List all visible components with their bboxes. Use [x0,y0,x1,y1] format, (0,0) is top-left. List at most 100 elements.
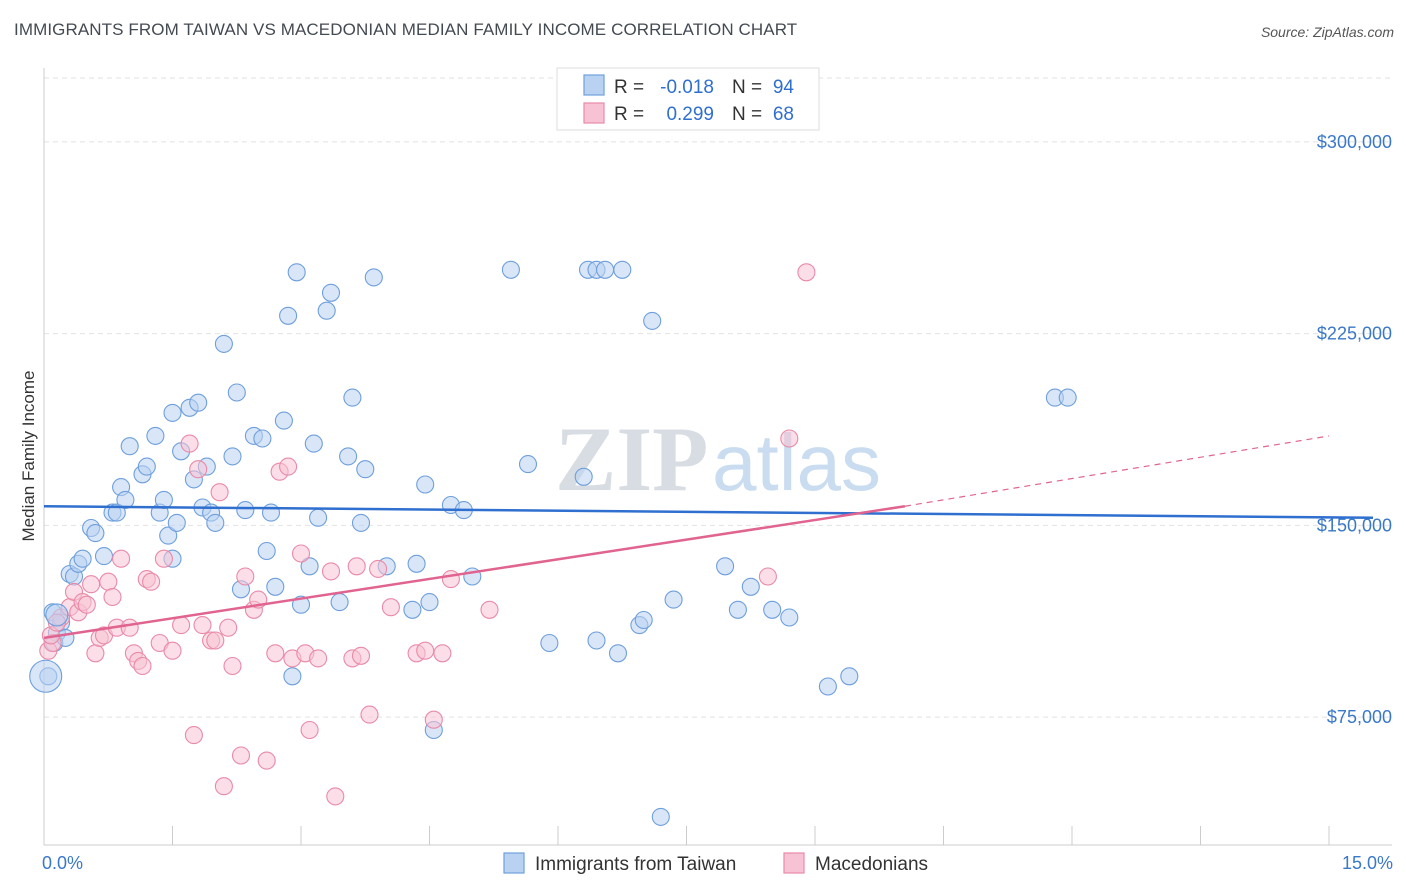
point-macedonian [416,641,435,660]
point-taiwan [189,393,208,412]
point-taiwan [300,557,319,576]
point-macedonian [223,656,242,676]
point-taiwan [818,677,837,696]
point-macedonian [441,570,460,589]
chart-title: IMMIGRANTS FROM TAIWAN VS MACEDONIAN MED… [14,20,798,39]
point-taiwan [651,807,670,826]
point-taiwan-large [45,603,69,627]
point-taiwan [321,283,341,302]
point-taiwan [309,508,328,527]
point-macedonian [206,631,225,650]
point-taiwan [613,260,632,279]
point-taiwan [763,600,782,619]
point-macedonian [184,726,203,745]
point-macedonian [321,562,341,581]
point-macedonian [103,587,122,607]
point-macedonian [180,434,199,453]
legend-n-value: 68 [773,104,794,125]
point-macedonian [326,787,345,806]
point-taiwan [574,467,593,486]
legend-r-value: -0.018 [660,77,714,98]
point-taiwan [501,260,520,279]
point-taiwan [596,260,615,279]
point-taiwan [608,644,628,663]
legend-swatch-blue [583,74,605,96]
point-taiwan [120,437,139,456]
point-taiwan [304,434,323,453]
point-taiwan [840,667,859,686]
legend-n-label: N = [732,104,762,125]
point-taiwan [407,554,426,573]
point-macedonian [360,705,379,724]
point-macedonian [214,777,233,796]
point-taiwan [716,557,735,576]
point-macedonian [112,549,131,568]
y-tick-label: $300,000 [1317,132,1392,152]
legend-n-value: 94 [773,77,795,98]
point-taiwan [116,490,135,509]
point-taiwan [741,577,760,596]
point-macedonian [163,641,182,660]
x-axis-ticks [43,826,1330,845]
point-macedonian [193,616,212,635]
point-macedonian [86,644,105,663]
gridlines [44,77,1392,718]
stats-legend: R = -0.018 N = 94 R = 0.299 N = 68 [556,67,820,131]
point-taiwan [266,577,285,596]
trend-lines [43,435,1374,640]
legend-r-label: R = [614,77,644,98]
point-macedonian [172,616,191,635]
point-taiwan [206,513,225,532]
point-macedonian [210,483,229,502]
watermark-zip: ZIP [555,408,708,510]
point-macedonian [219,618,238,637]
point-taiwan [257,541,276,561]
point-taiwan [518,455,538,474]
point-macedonian [189,460,208,479]
watermark: ZIP atlas [555,408,881,510]
point-taiwan [223,447,242,466]
point-taiwan [330,593,349,612]
point-macedonian [381,598,400,617]
point-taiwan [137,457,156,476]
point-macedonian [424,710,443,729]
point-taiwan [664,590,683,609]
point-macedonian [99,572,118,591]
series-legend: Immigrants from Taiwan Macedonians [503,852,928,875]
legend-n-label: N = [732,77,762,98]
trend-line-macedonian [43,505,906,640]
point-taiwan [403,600,422,619]
point-taiwan [214,334,233,353]
trend-line-macedonian-extension [904,435,1330,507]
point-macedonian [82,575,101,594]
point-taiwan [356,460,375,479]
y-tick-label: $225,000 [1317,324,1392,344]
y-tick-label: $150,000 [1317,515,1392,535]
point-taiwan [540,633,559,653]
point-taiwan [146,426,165,445]
point-macedonian [142,572,161,591]
point-macedonian [120,618,139,637]
point-macedonian [433,644,452,663]
point-taiwan [339,447,358,466]
legend-label-taiwan: Immigrants from Taiwan [535,854,736,875]
point-taiwan-large [29,659,63,693]
legend-swatch-pink [583,102,605,124]
point-taiwan [107,503,126,522]
point-macedonian [351,646,371,665]
point-macedonian [231,746,251,765]
point-taiwan [167,513,186,532]
point-macedonian [480,600,499,619]
point-taiwan [287,263,306,282]
point-taiwan [420,593,439,612]
point-taiwan [236,501,255,520]
point-macedonian [309,649,328,668]
point-taiwan [253,429,272,448]
point-taiwan [780,608,799,627]
point-macedonian [236,567,255,586]
y-tick-labels: $75,000 $150,000 $225,000 $300,000 [1317,132,1392,727]
legend-swatch-macedonians [783,852,805,874]
legend-r-value: 0.299 [666,104,714,125]
point-taiwan [154,490,173,509]
x-tick-label-max: 15.0% [1342,853,1393,873]
